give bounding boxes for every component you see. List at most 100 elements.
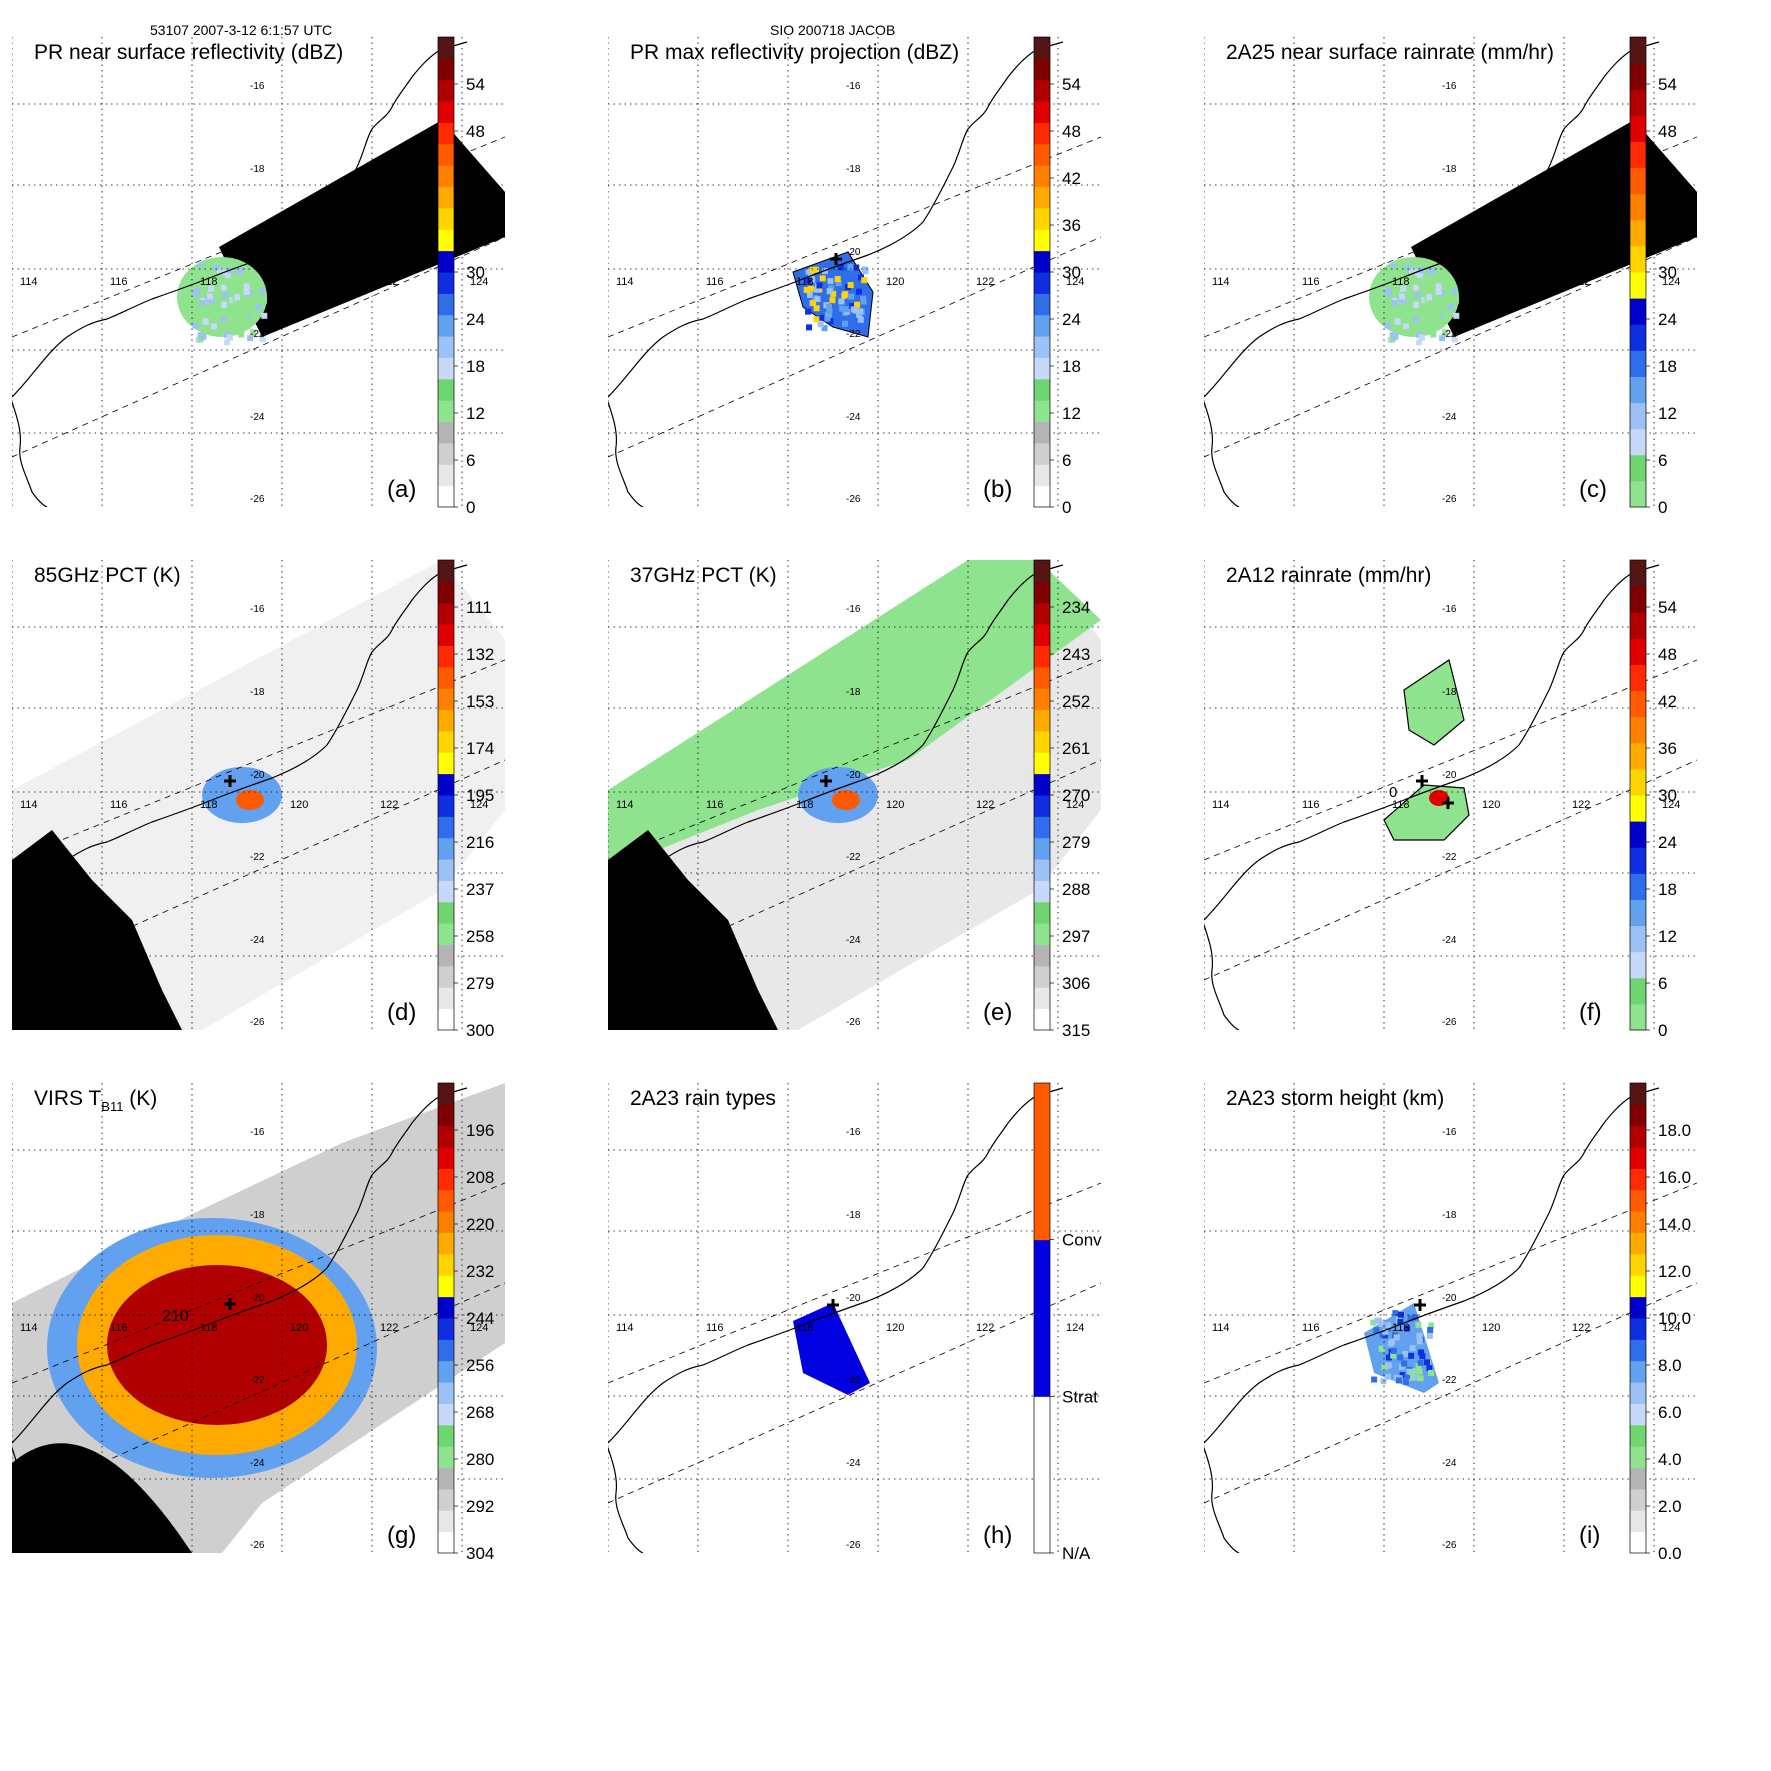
panel-title: 37GHz PCT (K) xyxy=(630,564,777,587)
colorbar-swatch xyxy=(438,1008,454,1031)
coastline xyxy=(12,564,468,921)
storm-height-pixel xyxy=(1416,1368,1423,1375)
colorbar-swatch xyxy=(1630,664,1646,692)
lat-label: -16 xyxy=(846,81,861,92)
colorbar-swatch xyxy=(1034,1239,1050,1397)
storm-height-pixel xyxy=(1380,1378,1387,1385)
rain-pixel xyxy=(806,291,813,298)
storm-height-pixel xyxy=(1408,1352,1415,1359)
swath-edge-north xyxy=(1204,659,1697,861)
rain-pixel xyxy=(842,291,849,298)
colorbar-swatch xyxy=(438,795,454,817)
rain-pixel xyxy=(809,276,816,283)
colorbar: 0 6 12 18 24 30 36 42 48 54 xyxy=(1033,36,1081,517)
rain-pixel xyxy=(1442,329,1449,336)
colorbar-swatch xyxy=(1034,795,1050,817)
colorbar-swatch xyxy=(438,293,454,316)
colorbar-swatch xyxy=(438,1104,454,1127)
colorbar-swatch xyxy=(438,987,454,1010)
rain-pixel xyxy=(1384,322,1391,329)
lat-label: -26 xyxy=(846,494,861,505)
rain-pixel xyxy=(254,283,261,290)
rain-pixel xyxy=(1409,268,1416,275)
rain-pixel xyxy=(1453,312,1460,319)
header-orbit-time: 53107 2007-3-12 6:1:57 UTC xyxy=(150,22,333,38)
lon-label: 122 xyxy=(976,276,994,288)
lon-label: 118 xyxy=(1392,276,1410,288)
colorbar-swatch xyxy=(1034,965,1050,988)
rain-pixel xyxy=(817,321,824,328)
colorbar-swatch xyxy=(1034,880,1050,903)
colorbar-swatch xyxy=(1630,873,1646,900)
colorbar-swatch xyxy=(1034,944,1050,967)
colorbar-tick-label: Conv xyxy=(1062,1231,1102,1250)
rain-pixel xyxy=(829,297,836,304)
rain-pixel xyxy=(197,267,204,274)
panel-title: 2A25 near surface rainrate (mm/hr) xyxy=(1226,41,1554,64)
rain-pixel xyxy=(821,325,828,332)
swath-edge-south xyxy=(1204,759,1697,981)
rain-pixel xyxy=(860,298,867,305)
colorbar-tick-label: 304 xyxy=(466,1544,494,1563)
colorbar-swatch xyxy=(1630,1189,1646,1212)
colorbar-swatch xyxy=(438,1253,454,1276)
colorbar-swatch xyxy=(1034,837,1050,860)
rain-pixel xyxy=(209,297,216,304)
rain-pixel xyxy=(856,288,863,295)
storm-height-pixel xyxy=(1397,1311,1404,1318)
rain-pixel xyxy=(260,297,267,304)
storm-height-pixel xyxy=(1409,1345,1416,1352)
colorbar-tick-label: 8.0 xyxy=(1658,1356,1682,1375)
colorbar-swatch xyxy=(1630,219,1646,247)
panel-title: 2A23 storm height (km) xyxy=(1226,1087,1444,1110)
colorbar-tick-label: 243 xyxy=(1062,645,1090,664)
colorbar-swatch xyxy=(438,1275,454,1298)
colorbar-swatch xyxy=(438,1211,454,1234)
colorbar-swatch xyxy=(438,143,454,166)
colorbar-tick-label: 48 xyxy=(466,122,485,141)
swath-edge-north xyxy=(1204,1182,1697,1384)
colorbar-tick-label: 6 xyxy=(1062,451,1071,470)
colorbar-tick-label: 153 xyxy=(466,692,494,711)
rain-pixel xyxy=(192,322,199,329)
rain-pixel xyxy=(234,294,241,301)
cloud-top-coldest xyxy=(107,1265,327,1425)
lat-label: -22 xyxy=(1442,852,1457,863)
lon-label: 118 xyxy=(200,1322,218,1334)
lat-label: -26 xyxy=(846,1017,861,1028)
storm-height-pixel xyxy=(1390,1352,1397,1359)
colorbar-tick-label: 42 xyxy=(466,169,485,188)
colorbar: 304 292 280 268 256 244 232 220 208 196 xyxy=(437,1082,494,1563)
colorbar-tick-label: 2.0 xyxy=(1658,1497,1682,1516)
colorbar-tick-label: 10.0 xyxy=(1658,1309,1691,1328)
colorbar-swatch xyxy=(1630,1339,1646,1362)
coastline xyxy=(12,1087,468,1444)
lon-label: 118 xyxy=(796,276,814,288)
colorbar-swatch xyxy=(438,1360,454,1383)
colorbar-swatch xyxy=(438,624,454,646)
coastline-west xyxy=(608,1447,644,1553)
lat-label: -18 xyxy=(250,687,265,698)
storm-height-pixel xyxy=(1424,1359,1431,1366)
panel-g: 210114116118120122124-16-18-20-22-24-26V… xyxy=(12,1082,505,1563)
storm-height-pixel xyxy=(1387,1340,1394,1347)
rain-pixel xyxy=(1445,299,1452,306)
colorbar-swatch xyxy=(438,1382,454,1404)
colorbar-swatch xyxy=(438,688,454,711)
lon-label: 122 xyxy=(1572,276,1590,288)
lon-label: 120 xyxy=(886,1322,904,1334)
colorbar-swatch xyxy=(438,464,454,487)
rain-pixel xyxy=(807,285,814,292)
rain-pixel xyxy=(852,307,859,314)
lat-label: -18 xyxy=(250,1210,265,1221)
rain-pixel xyxy=(1399,293,1406,300)
rain-pixel xyxy=(861,277,868,284)
colorbar-swatch xyxy=(438,272,454,294)
lon-label: 120 xyxy=(886,276,904,288)
lon-label: 116 xyxy=(1302,799,1320,811)
storm-height-pixel xyxy=(1417,1375,1424,1382)
rain-pixel xyxy=(208,315,215,322)
lat-label: -16 xyxy=(846,604,861,615)
lat-label: -16 xyxy=(250,81,265,92)
rain-pixel xyxy=(1400,315,1407,322)
